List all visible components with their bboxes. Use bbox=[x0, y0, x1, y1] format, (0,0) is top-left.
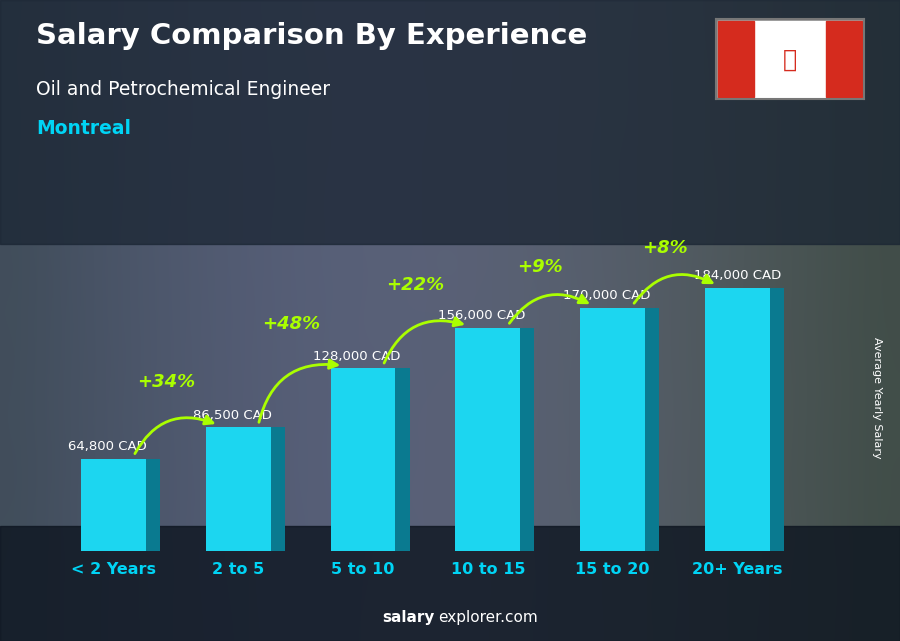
Bar bbox=[718, 21, 753, 97]
Polygon shape bbox=[146, 458, 160, 551]
Text: Average Yearly Salary: Average Yearly Salary bbox=[872, 337, 883, 458]
Text: +9%: +9% bbox=[518, 258, 563, 276]
Polygon shape bbox=[520, 328, 535, 551]
Text: Oil and Petrochemical Engineer: Oil and Petrochemical Engineer bbox=[36, 80, 330, 99]
Bar bbox=[455, 328, 520, 551]
Text: +22%: +22% bbox=[386, 276, 445, 294]
Bar bbox=[330, 368, 395, 551]
Text: +48%: +48% bbox=[262, 315, 320, 333]
Text: 184,000 CAD: 184,000 CAD bbox=[694, 269, 781, 283]
Polygon shape bbox=[395, 368, 410, 551]
Text: 🍁: 🍁 bbox=[783, 47, 796, 71]
Text: 170,000 CAD: 170,000 CAD bbox=[562, 290, 650, 303]
Text: explorer.com: explorer.com bbox=[438, 610, 538, 625]
Text: 64,800 CAD: 64,800 CAD bbox=[68, 440, 147, 453]
Bar bbox=[826, 21, 861, 97]
Text: +8%: +8% bbox=[642, 239, 688, 257]
Text: +34%: +34% bbox=[137, 372, 195, 390]
Bar bbox=[81, 458, 146, 551]
Bar bbox=[206, 428, 271, 551]
Polygon shape bbox=[770, 288, 784, 551]
Bar bbox=[580, 308, 645, 551]
Polygon shape bbox=[271, 428, 285, 551]
Text: 128,000 CAD: 128,000 CAD bbox=[313, 349, 400, 363]
Text: Montreal: Montreal bbox=[36, 119, 131, 138]
Bar bbox=[705, 288, 770, 551]
Text: 86,500 CAD: 86,500 CAD bbox=[193, 409, 272, 422]
Text: 156,000 CAD: 156,000 CAD bbox=[437, 310, 526, 322]
Text: salary: salary bbox=[382, 610, 435, 625]
Polygon shape bbox=[645, 308, 659, 551]
Text: Salary Comparison By Experience: Salary Comparison By Experience bbox=[36, 22, 587, 51]
